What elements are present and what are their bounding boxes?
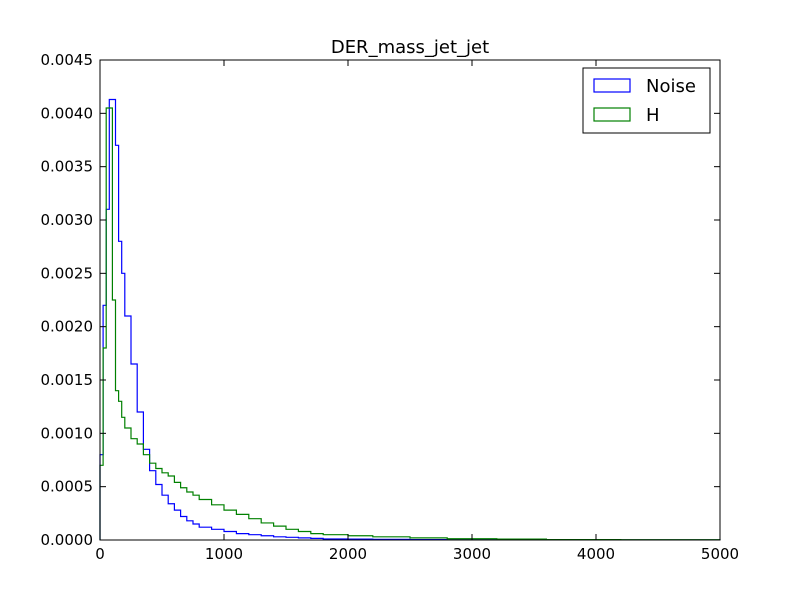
y-tick-label: 0.0000 (41, 531, 94, 549)
x-tick-label: 0 (95, 545, 105, 563)
y-tick-label: 0.0005 (41, 478, 94, 496)
y-tick-label: 0.0020 (41, 318, 94, 336)
series-h-line (99, 107, 721, 541)
y-tick-label: 0.0010 (41, 424, 94, 442)
x-tick-label: 5000 (701, 545, 739, 563)
ticks-layer: 0 1000 2000 3000 4000 5000 0.0000 0.0005 0.0010 0… (41, 51, 740, 563)
y-tick-label: 0.0015 (41, 371, 94, 389)
legend-label-noise: Noise (646, 76, 696, 97)
x-tick-label: 4000 (577, 545, 615, 563)
y-tick-label: 0.0030 (41, 211, 94, 229)
plot-frame (99, 59, 721, 541)
legend-swatch-h (593, 107, 631, 122)
series-layer (99, 98, 721, 541)
legend-swatch-noise (593, 78, 631, 93)
legend: Noise H (582, 67, 711, 134)
x-tick-label: 2000 (329, 545, 367, 563)
y-tick-label: 0.0025 (41, 264, 94, 282)
chart-title: DER_mass_jet_jet (331, 37, 489, 58)
x-tick-label: 3000 (453, 545, 491, 563)
series-noise-line (99, 98, 721, 541)
x-tick-label: 1000 (205, 545, 243, 563)
y-tick-label: 0.0045 (41, 51, 94, 69)
legend-label-h: H (646, 105, 660, 126)
y-tick-label: 0.0035 (41, 158, 94, 176)
y-tick-label: 0.0040 (41, 104, 94, 122)
